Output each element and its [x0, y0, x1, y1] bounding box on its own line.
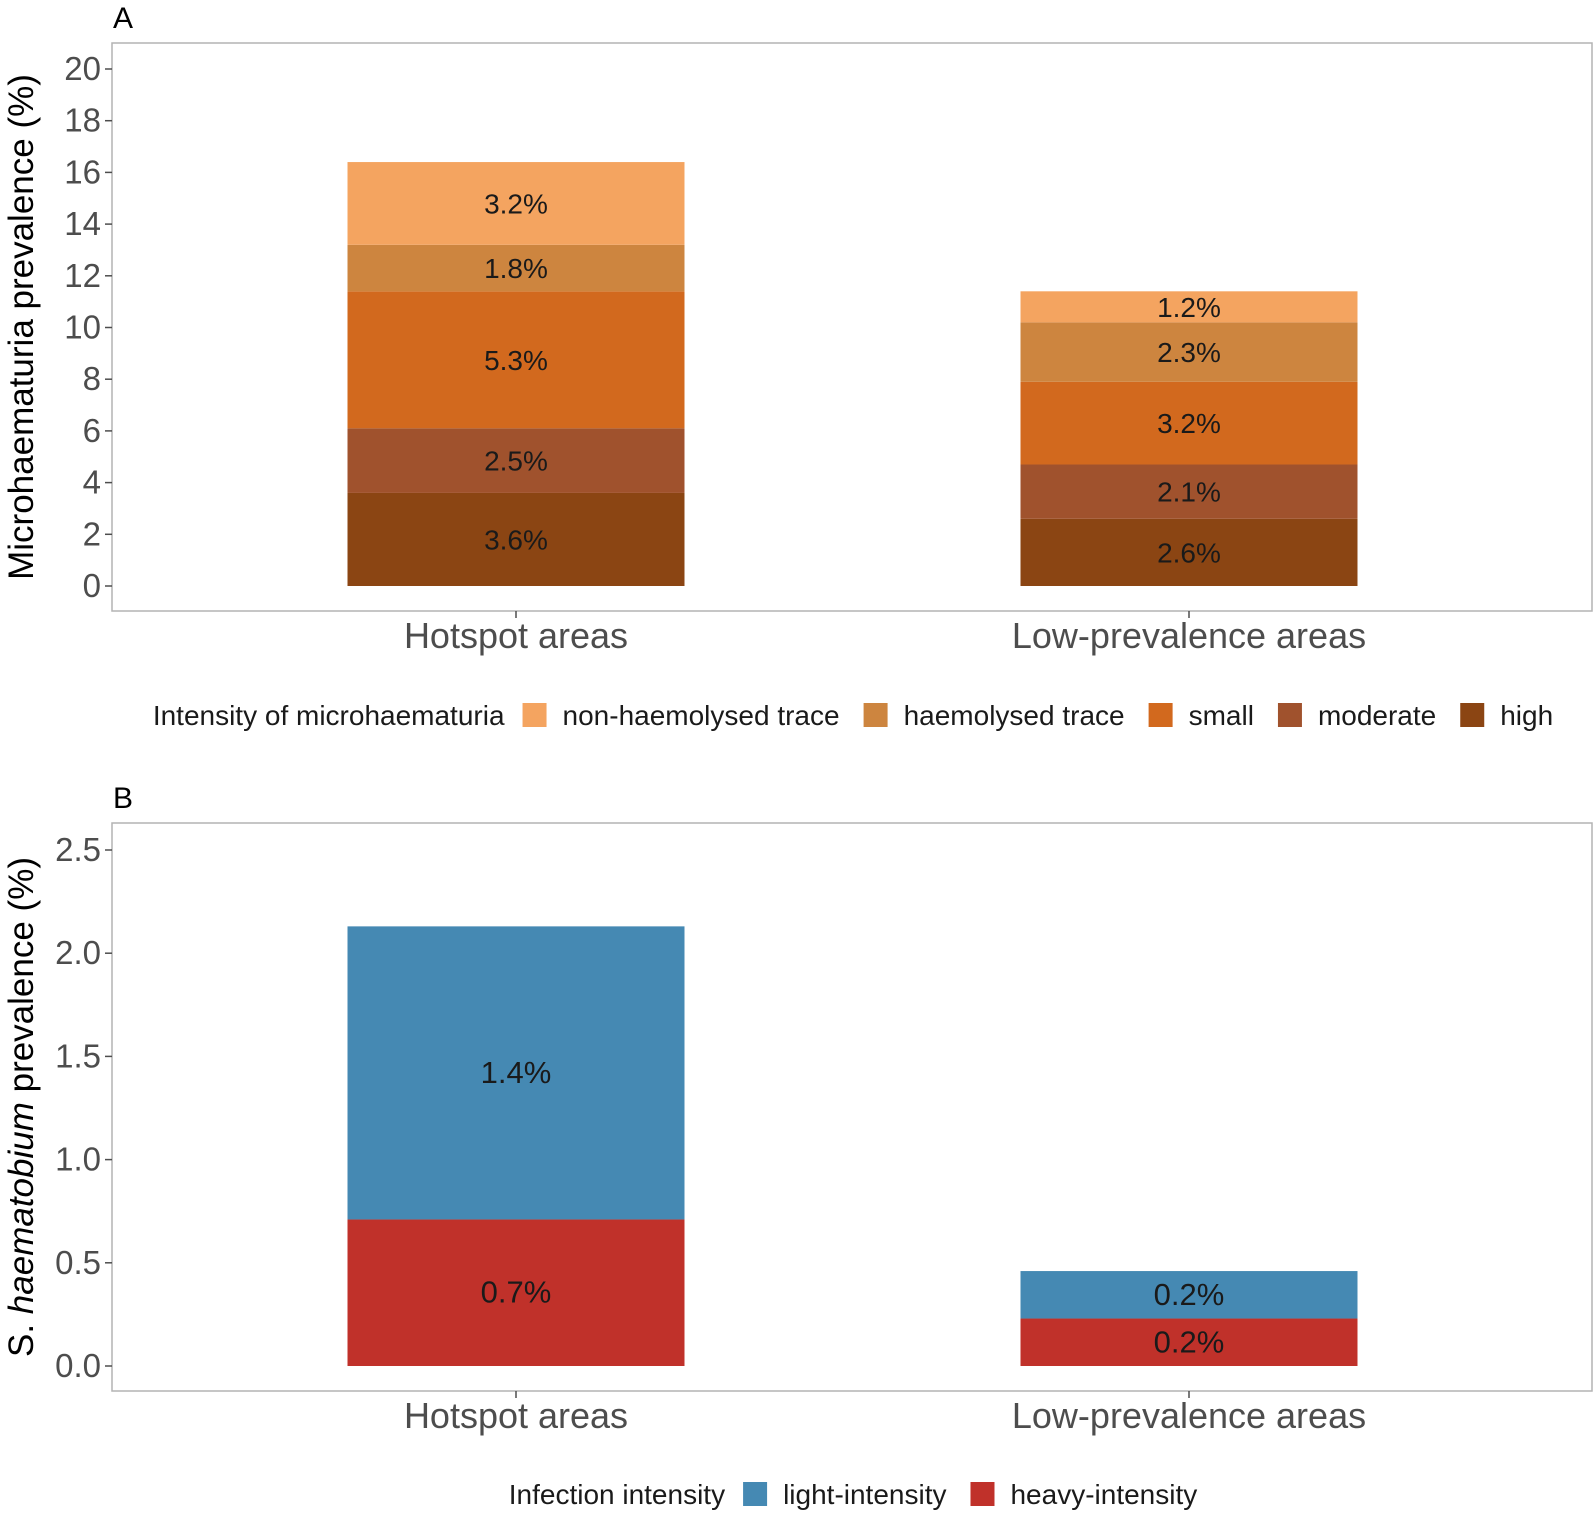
bar-segment-small — [1020, 381, 1358, 465]
bar-data-label: 1.4% — [481, 1055, 552, 1090]
y-tick-label: 1.0 — [55, 1141, 101, 1178]
y-tick-label: 2.5 — [55, 831, 101, 868]
y-tick-label: 0 — [83, 567, 101, 604]
panel-tag: B — [113, 782, 133, 815]
bar-segment-haemolysed-trace — [347, 244, 685, 292]
bar-segment-non-haemolysed-trace — [1020, 291, 1358, 323]
legend-swatch-non-haemolysed-trace — [522, 703, 547, 727]
legend-item-label: high — [1500, 700, 1553, 731]
y-axis-label: S. haematobium prevalence (%) — [2, 857, 41, 1357]
bar-segment-small — [347, 291, 685, 429]
bar-segment-moderate — [347, 428, 685, 493]
bar-data-label: 2.3% — [1157, 337, 1221, 368]
bar-data-label: 2.1% — [1157, 477, 1221, 508]
y-tick-label: 0.5 — [55, 1244, 101, 1281]
x-category-label: Low-prevalence areas — [1012, 1395, 1366, 1436]
legend-swatch-haemolysed-trace — [863, 703, 888, 727]
legend-swatch-moderate — [1277, 703, 1302, 727]
y-tick-label: 18 — [64, 102, 101, 139]
y-tick-label: 1.5 — [55, 1037, 101, 1074]
y-axis-label: Microhaematuria prevalence (%) — [2, 74, 41, 580]
y-tick-label: 12 — [64, 257, 101, 294]
x-category-label: Hotspot areas — [404, 1395, 628, 1436]
y-tick-label: 2 — [83, 515, 101, 552]
y-tick-label: 2.0 — [55, 934, 101, 971]
legend-title: Intensity of microhaematuria — [153, 700, 505, 731]
legend-item-label: moderate — [1318, 700, 1436, 731]
bar-segment-high — [1020, 518, 1358, 586]
panel-tag: A — [113, 2, 133, 35]
legend-item-label: non-haemolysed trace — [563, 700, 840, 731]
y-tick-label: 8 — [83, 360, 101, 397]
bar-segment-heavy-intensity — [1020, 1318, 1358, 1366]
y-tick-label: 14 — [64, 205, 101, 242]
legend-swatch-light-intensity — [743, 1482, 768, 1506]
y-tick-label: 20 — [64, 50, 101, 87]
bar-data-label: 1.8% — [484, 253, 548, 284]
legend-item-label: heavy-intensity — [1010, 1479, 1197, 1510]
y-tick-label: 16 — [64, 153, 101, 190]
legend-item-label: small — [1189, 700, 1254, 731]
bar-data-label: 3.2% — [484, 188, 548, 219]
panel-a: A 0 2 4 6 8 10 12 14 16 18 20 Microhaematuria preval… — [2, 2, 1593, 731]
panel-border — [111, 822, 1593, 1392]
bar-data-label: 3.6% — [484, 524, 548, 555]
bar-data-label: 3.2% — [1157, 408, 1221, 439]
x-category-label: Hotspot areas — [404, 615, 628, 656]
bar-segment-haemolysed-trace — [1020, 322, 1358, 382]
x-category-label: Low-prevalence areas — [1012, 615, 1366, 656]
bar-segment-light-intensity — [1020, 1271, 1358, 1319]
y-tick-label: 0.0 — [55, 1347, 101, 1384]
bar-data-label: 5.3% — [484, 345, 548, 376]
panel-border — [111, 42, 1593, 612]
bar-data-label: 0.7% — [481, 1275, 552, 1310]
legend: Intensity of microhaematuria non-haemolys… — [153, 700, 1553, 731]
legend-swatch-heavy-intensity — [970, 1482, 995, 1506]
legend-swatch-high — [1460, 703, 1485, 727]
legend-item-label: haemolysed trace — [904, 700, 1125, 731]
legend: Infection intensity light-intensity heavy-… — [509, 1479, 1198, 1510]
legend-swatch-small — [1148, 703, 1173, 727]
bar-data-label: 1.2% — [1157, 292, 1221, 323]
bar-data-label: 2.6% — [1157, 537, 1221, 568]
bar-data-label: 0.2% — [1154, 1324, 1225, 1359]
bar-segment-heavy-intensity — [347, 1219, 685, 1366]
y-tick-label: 6 — [83, 412, 101, 449]
bar-segment-moderate — [1020, 464, 1358, 519]
bar-segment-high — [347, 492, 685, 586]
bar-data-label: 2.5% — [484, 446, 548, 477]
bar-segment-light-intensity — [347, 926, 685, 1220]
bar-segment-non-haemolysed-trace — [347, 162, 685, 245]
y-tick-label: 10 — [64, 309, 101, 346]
legend-title: Infection intensity — [509, 1479, 725, 1510]
bar-data-label: 0.2% — [1154, 1277, 1225, 1312]
y-tick-label: 4 — [83, 464, 101, 501]
panel-b: B 0.0 0.5 1.0 1.5 2.0 2.5 S. haematobium preval… — [2, 782, 1593, 1510]
legend-item-label: light-intensity — [783, 1479, 946, 1510]
